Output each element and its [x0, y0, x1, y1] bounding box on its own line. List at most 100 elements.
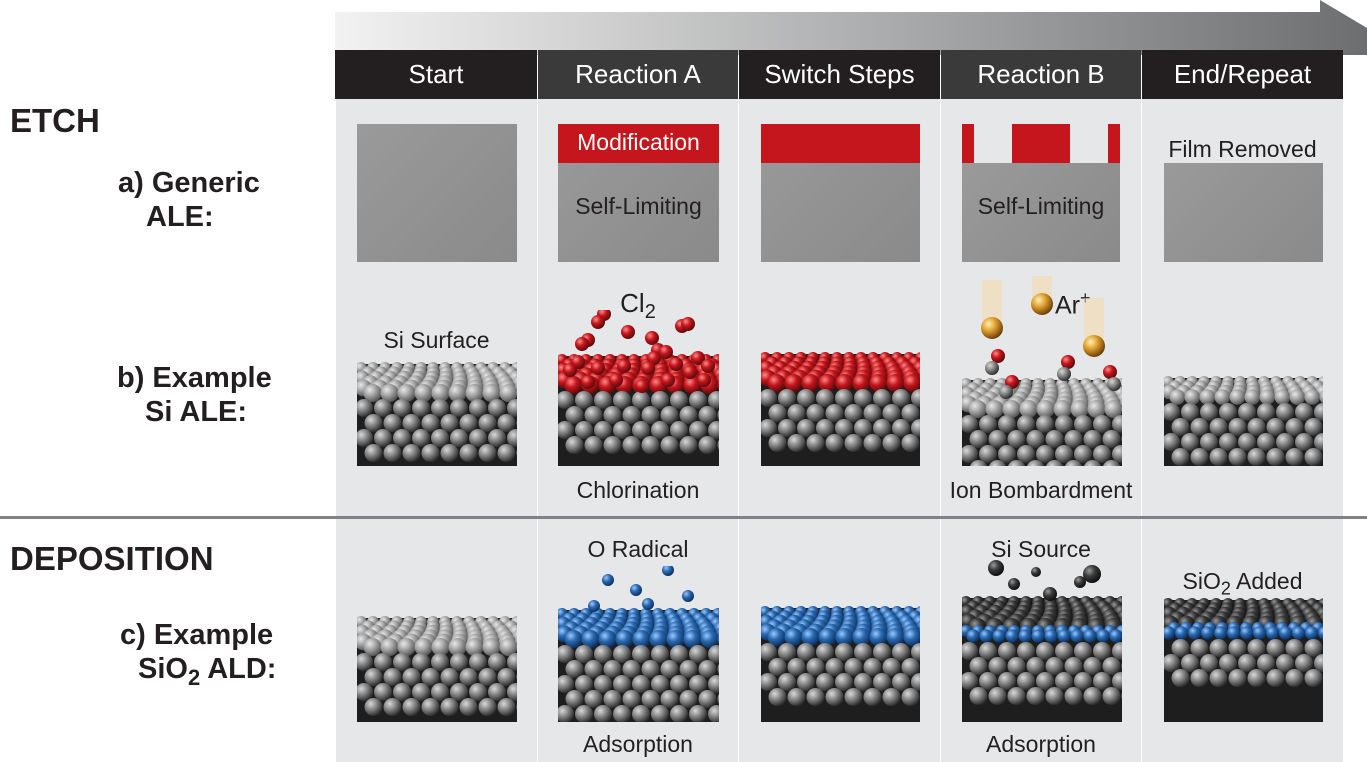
- bulk-atom: [575, 705, 593, 722]
- bulk-atom: [1102, 430, 1121, 448]
- bulk-atom: [651, 645, 669, 663]
- o-radical-label: O Radical: [587, 536, 689, 562]
- bulk-atom: [558, 421, 574, 439]
- surface-atom: [1053, 400, 1072, 418]
- step-header-start: Start: [335, 50, 537, 99]
- surface-atom: [363, 638, 382, 656]
- bulk-atom: [1285, 669, 1304, 687]
- bulk-atom: [1228, 669, 1247, 687]
- surface-atom: [632, 630, 651, 648]
- surface-atom: [683, 376, 702, 394]
- surface-atom: [818, 628, 837, 646]
- bulk-atom: [901, 688, 920, 706]
- bulk-atom: [1102, 657, 1121, 675]
- bulk-atom: [787, 404, 806, 422]
- surface-atom: [717, 380, 719, 390]
- bulk-atom: [632, 391, 650, 409]
- bulk-atom: [761, 419, 777, 437]
- formula-part: Cl: [620, 288, 645, 318]
- bulk-atom: [979, 642, 997, 660]
- bulk-atom: [632, 421, 650, 439]
- chlorine-atom: [609, 373, 623, 387]
- etched-surface-atoms: [1164, 376, 1323, 466]
- bulk-atom: [1007, 430, 1026, 448]
- bulk-atom: [1093, 415, 1111, 433]
- bulk-atom: [768, 658, 787, 676]
- bulk-atom: [558, 675, 574, 693]
- bulk-atom: [357, 399, 373, 417]
- surface-atom: [852, 628, 871, 646]
- bulk-atom: [962, 672, 978, 690]
- bulk-atom: [1285, 418, 1304, 436]
- surface-atom: [1279, 626, 1293, 640]
- surface-atom: [1087, 400, 1106, 418]
- chlorine-atom: [691, 351, 705, 365]
- bulk-atom: [402, 698, 421, 716]
- chlorine-atom: [701, 359, 715, 373]
- bulk-atom: [364, 444, 383, 462]
- bulk-atom: [1228, 418, 1247, 436]
- step-header-end-repeat: End/Repeat: [1142, 50, 1343, 99]
- bulk-atom: [594, 645, 612, 663]
- surface-atom: [1175, 626, 1189, 640]
- bulk-atom: [689, 675, 707, 693]
- modification-fragment: [1108, 124, 1120, 163]
- surface-atom: [448, 384, 467, 402]
- surface-atom: [1036, 400, 1055, 418]
- surface-atom: [1304, 389, 1321, 405]
- step-header-switch-steps: Switch Steps: [739, 50, 940, 99]
- bulk-atom: [660, 660, 679, 678]
- bulk-atom: [558, 645, 574, 663]
- bulk-atom: [1121, 693, 1122, 699]
- bulk-atom: [421, 698, 440, 716]
- bulk-atom: [603, 690, 622, 708]
- bulk-atom: [622, 690, 641, 708]
- bulk-atom: [450, 653, 468, 671]
- bulk-atom: [1065, 460, 1082, 466]
- bulk-atom: [1285, 639, 1304, 657]
- surface-atom: [431, 384, 450, 402]
- silicon-atom: [999, 385, 1013, 399]
- bulk-atom: [679, 690, 698, 708]
- bulk-atom: [1164, 654, 1180, 672]
- chlorine-atom: [1103, 365, 1117, 379]
- subscript: 2: [1220, 578, 1231, 599]
- bulk-atom: [374, 653, 392, 671]
- surface-atom: [363, 384, 382, 402]
- bulk-atom: [1045, 657, 1064, 675]
- surface-atom: [482, 384, 501, 402]
- surface-atom: [886, 374, 905, 392]
- bulk-atom: [806, 404, 825, 422]
- bulk-atom: [1209, 639, 1228, 657]
- bulk-atom: [1121, 436, 1122, 442]
- bulk-atom: [1112, 445, 1122, 463]
- bulk-atom: [364, 414, 383, 432]
- bulk-atom: [787, 688, 806, 706]
- bulk-atom: [1209, 418, 1228, 436]
- row-label-line: a) Generic: [118, 167, 260, 199]
- film-removed-label: Film Removed: [1168, 136, 1317, 162]
- bulk-atom: [1045, 430, 1064, 448]
- bulk-atom: [835, 419, 853, 437]
- bulk-atom: [717, 410, 719, 420]
- step-header-reaction-b: Reaction B: [941, 50, 1141, 99]
- bulk-atom: [412, 429, 430, 447]
- bulk-atom: [882, 434, 901, 452]
- bulk-atom: [998, 672, 1016, 690]
- bulk-atom: [1295, 654, 1313, 672]
- film-block-start: [357, 124, 517, 262]
- bulk-atom: [575, 645, 593, 663]
- step-header-reaction-a: Reaction A: [538, 50, 738, 99]
- surface-atom: [598, 630, 617, 648]
- surface-atom: [499, 384, 517, 402]
- bulk-atom: [1190, 669, 1209, 687]
- bulk-atom: [962, 642, 978, 660]
- surface-atom: [1164, 626, 1176, 640]
- bulk-atom: [825, 658, 844, 676]
- bulk-atom: [901, 404, 920, 422]
- bulk-atom: [1017, 642, 1035, 660]
- bulk-atom: [761, 643, 777, 661]
- bulk-atom: [613, 645, 631, 663]
- chlorine-atom: [635, 379, 649, 393]
- bulk-atom: [882, 688, 901, 706]
